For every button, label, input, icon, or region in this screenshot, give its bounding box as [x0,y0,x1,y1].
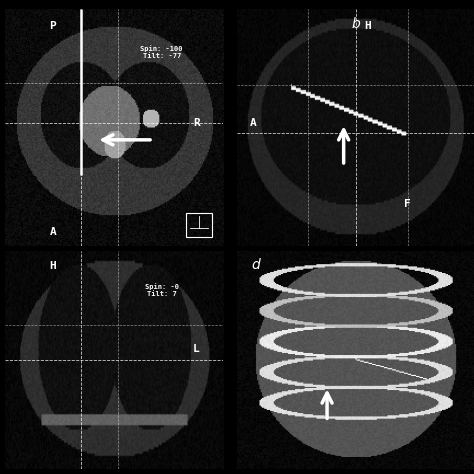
Bar [186,213,212,237]
Text: L: L [193,344,200,355]
Text: P: P [49,21,56,31]
Text: A: A [49,227,56,237]
Text: H: H [364,21,371,31]
Text: b: b [351,17,360,31]
Text: F: F [404,199,411,209]
Text: d: d [252,258,260,272]
Text: Spin: -100
Tilt: -77: Spin: -100 Tilt: -77 [140,45,183,59]
Text: H: H [49,262,56,272]
Text: Spin: -0
Tilt: 7: Spin: -0 Tilt: 7 [145,283,179,297]
Text: A: A [250,118,257,128]
Text: R: R [193,118,200,128]
